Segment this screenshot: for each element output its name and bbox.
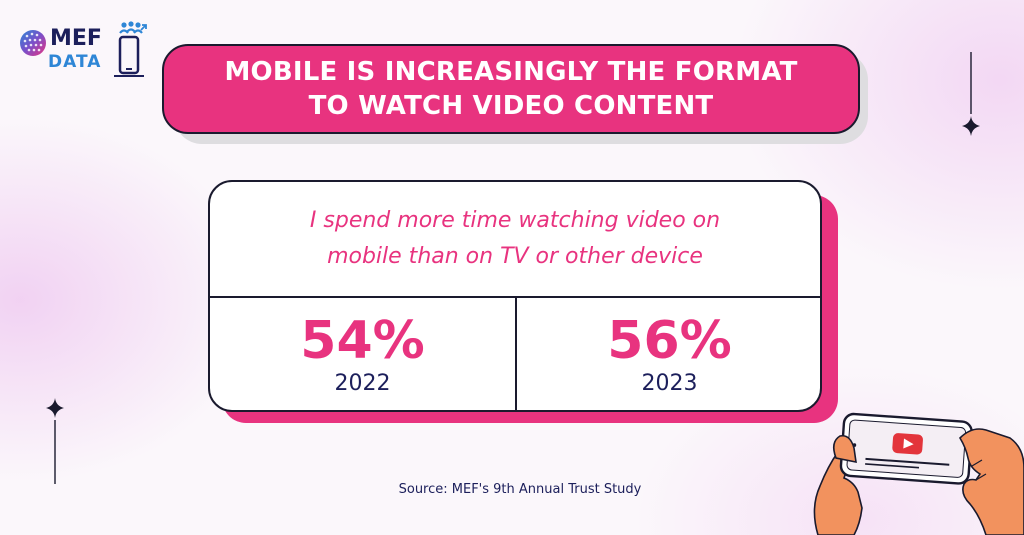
source-citation: Source: MEF's 9th Annual Trust Study: [398, 482, 642, 497]
stat-cell-2022: 54% 2022: [210, 298, 515, 410]
stat-year: 2022: [334, 371, 391, 396]
sparkle-icon: [962, 52, 980, 136]
statement-text: I spend more time watching video on mobi…: [255, 203, 775, 275]
title-banner: MOBILE IS INCREASINGLY THE FORMAT TO WAT…: [162, 44, 860, 134]
logo-text-mef: MEF: [50, 26, 102, 51]
globe-icon: [20, 30, 46, 56]
phone-people-icon: [114, 21, 147, 77]
mef-data-logo: MEF DATA: [18, 18, 147, 82]
video-play-icon: [892, 433, 923, 455]
stat-year: 2023: [641, 371, 698, 396]
stat-card: I spend more time watching video on mobi…: [208, 180, 822, 412]
statement-line-1: I spend more time watching video on: [309, 208, 721, 233]
stat-value: 56%: [607, 311, 732, 371]
card-divider-vertical: [515, 297, 517, 410]
page-title: MOBILE IS INCREASINGLY THE FORMAT TO WAT…: [201, 55, 821, 123]
survey-statement: I spend more time watching video on mobi…: [210, 182, 820, 296]
title-line-2: TO WATCH VIDEO CONTENT: [308, 91, 714, 121]
hands-holding-phone-illustration: [813, 412, 1024, 535]
statement-line-2: mobile than on TV or other device: [327, 244, 703, 269]
logo-text-data: DATA: [48, 52, 102, 72]
sparkle-icon: [46, 398, 64, 484]
title-line-1: MOBILE IS INCREASINGLY THE FORMAT: [224, 57, 798, 87]
stat-value: 54%: [300, 311, 425, 371]
stat-cell-2023: 56% 2023: [517, 298, 820, 410]
